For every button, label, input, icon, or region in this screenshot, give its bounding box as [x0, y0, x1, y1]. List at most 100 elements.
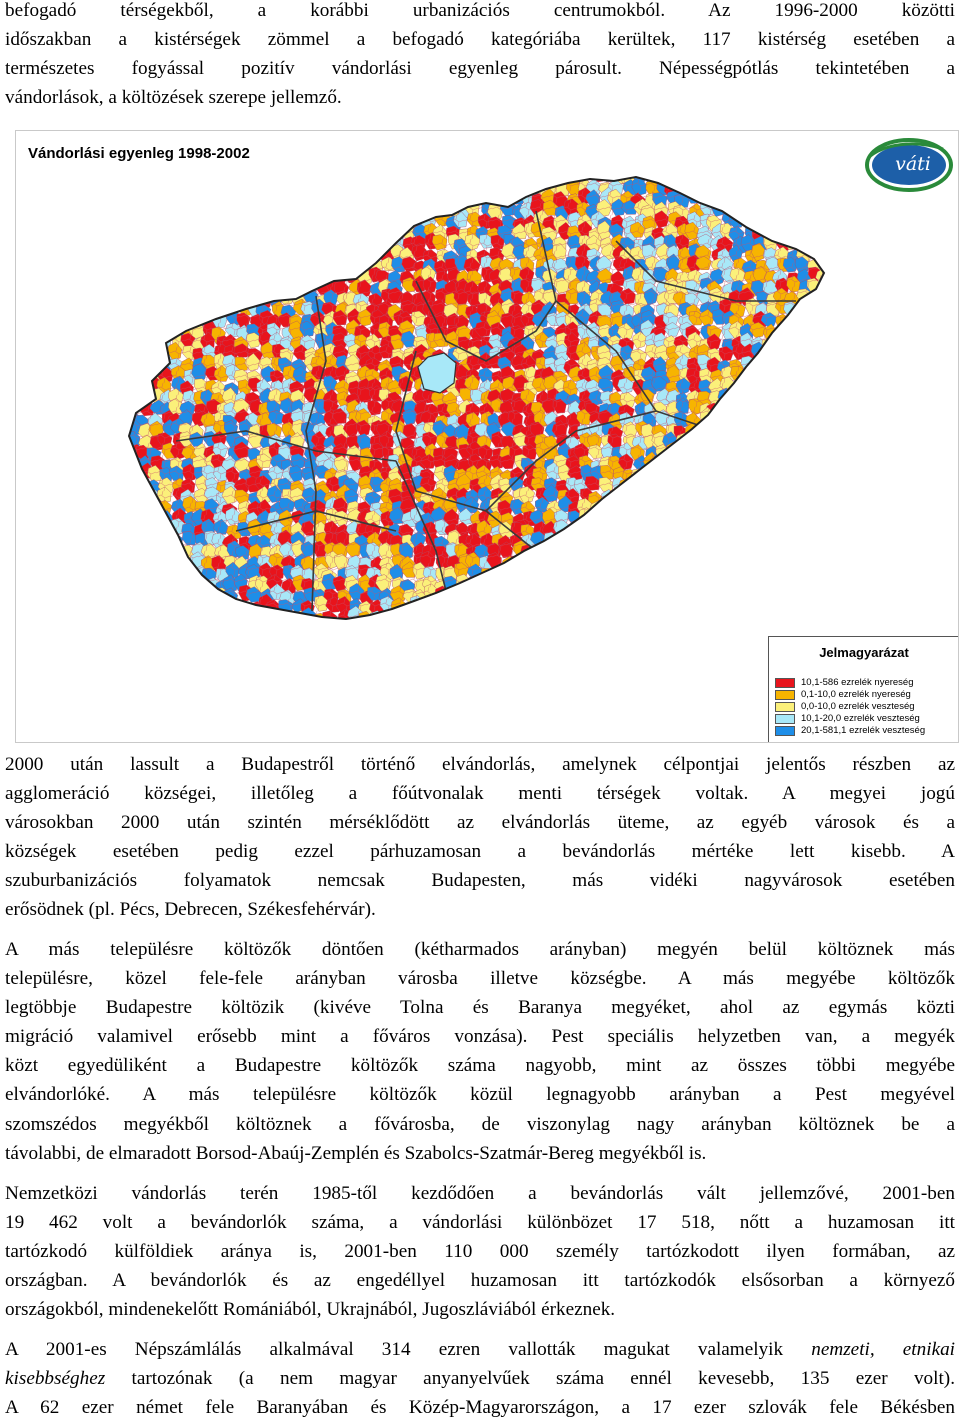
municipality-cell [664, 598, 681, 615]
municipality-cell [576, 555, 593, 574]
municipality-cell [302, 201, 319, 216]
municipality-cell [685, 541, 702, 556]
municipality-cell [808, 294, 823, 309]
legend-swatch [775, 714, 795, 724]
municipality-cell [129, 468, 130, 485]
municipality-cell [751, 420, 768, 437]
municipality-cell [632, 553, 649, 568]
municipality-cell [320, 256, 338, 274]
municipality-cell [809, 564, 824, 580]
municipality-cell [740, 508, 756, 526]
municipality-cell [177, 193, 195, 208]
municipality-cell [322, 189, 338, 208]
municipality-cell [302, 236, 319, 253]
municipality-cell [533, 554, 549, 569]
municipality-cell [225, 198, 240, 217]
municipality-cell [743, 499, 759, 516]
municipality-cell [271, 201, 288, 219]
municipality-cell [381, 621, 395, 637]
municipality-cell [279, 237, 295, 256]
municipality-cell [600, 500, 615, 517]
municipality-cell [129, 189, 144, 206]
municipality-cell [760, 583, 776, 601]
municipality-cell [466, 621, 482, 635]
municipality-cell [278, 221, 294, 238]
municipality-cell [347, 227, 363, 244]
municipality-cell [742, 179, 758, 197]
municipality-cell [544, 620, 559, 637]
municipality-cell [635, 567, 651, 582]
municipality-cell [212, 180, 229, 197]
municipality-cell [608, 568, 623, 583]
municipality-cell [620, 542, 638, 561]
municipality-cell [129, 567, 145, 586]
municipality-cell [793, 534, 809, 552]
municipality-cell [807, 224, 823, 243]
text-line: településre, közel fele-fele arányban vá… [5, 968, 955, 990]
municipality-cell [159, 204, 176, 221]
municipality-cell [786, 530, 802, 548]
municipality-cell [732, 407, 748, 427]
municipality-cell [478, 177, 496, 194]
municipality-cell [772, 455, 789, 472]
municipality-cell [601, 532, 617, 550]
municipality-cell [828, 564, 844, 581]
municipality-cell [399, 180, 414, 199]
municipality-cell [129, 214, 144, 232]
municipality-cell [144, 530, 161, 546]
municipality-cell [677, 567, 694, 585]
municipality-cell [644, 611, 661, 619]
municipality-cell [213, 290, 229, 308]
municipality-cell [129, 267, 144, 286]
municipality-cell [833, 377, 848, 395]
municipality-cell [314, 216, 331, 231]
text-line: erősödnek (pl. Pécs, Debrecen, Székesfeh… [5, 899, 376, 921]
municipality-cell [600, 599, 617, 617]
municipality-cell [189, 191, 205, 210]
municipality-cell [129, 304, 140, 321]
municipality-cell [113, 433, 128, 447]
municipality-cell [226, 210, 243, 228]
municipality-cell [694, 519, 712, 537]
municipality-cell [217, 248, 232, 265]
municipality-cell [412, 202, 429, 220]
municipality-cell [490, 583, 507, 603]
municipality-cell [699, 555, 715, 572]
municipality-cell [829, 245, 844, 260]
municipality-cell [788, 214, 804, 230]
municipality-cell [719, 573, 735, 593]
municipality-cell [752, 520, 768, 538]
municipality-cell [744, 566, 760, 583]
municipality-cell [162, 236, 178, 253]
municipality-cell [188, 578, 205, 596]
municipality-cell [179, 279, 194, 297]
municipality-cell [776, 187, 792, 205]
municipality-cell [577, 597, 596, 611]
municipality-cell [751, 606, 768, 619]
municipality-cell [754, 442, 770, 458]
municipality-cell [793, 195, 810, 211]
municipality-cell [830, 239, 844, 254]
text-line: legtöbbje Budapestre költözik (kivéve To… [5, 997, 955, 1019]
municipality-cell [129, 610, 140, 619]
municipality-cell [148, 191, 164, 209]
municipality-cell [597, 575, 612, 593]
municipality-cell [816, 411, 824, 429]
municipality-cell [820, 390, 824, 407]
municipality-cell [346, 177, 362, 185]
municipality-cell [606, 611, 624, 619]
municipality-cell [820, 204, 824, 221]
municipality-cell [565, 607, 581, 619]
municipality-cell [216, 177, 233, 185]
municipality-cell [719, 191, 737, 209]
municipality-cell [224, 226, 241, 243]
municipality-cell [718, 509, 736, 524]
municipality-cell [310, 177, 327, 183]
municipality-cell [588, 589, 603, 608]
municipality-cell [182, 304, 199, 320]
municipality-cell [771, 441, 788, 459]
municipality-cell [718, 584, 736, 600]
municipality-cell [129, 477, 140, 495]
municipality-cell [214, 188, 230, 204]
municipality-cell [772, 462, 788, 481]
